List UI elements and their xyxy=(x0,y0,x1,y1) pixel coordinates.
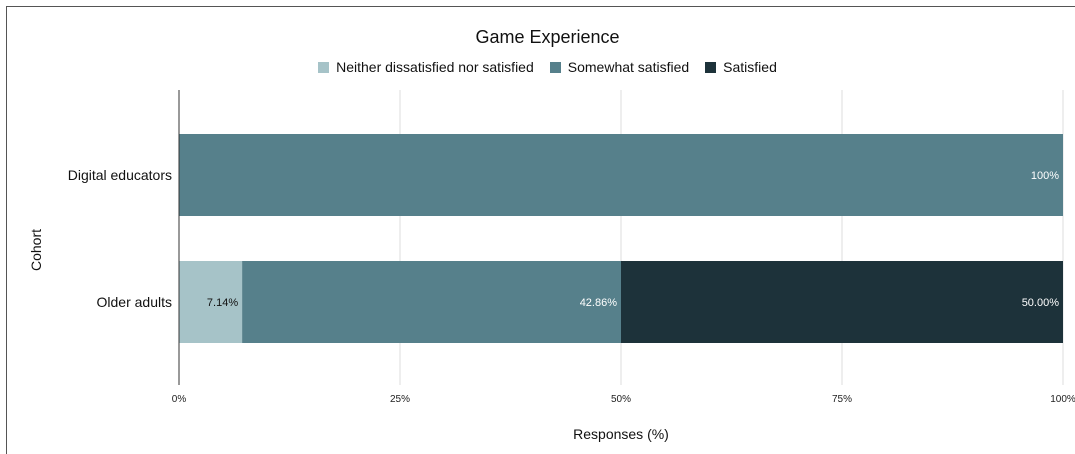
legend-label-somewhat-satisfied: Somewhat satisfied xyxy=(567,59,690,75)
category-label: Digital educators xyxy=(68,167,172,183)
data-label: 7.14% xyxy=(207,297,238,309)
x-tick-label: 25% xyxy=(390,394,410,405)
category-label: Older adults xyxy=(97,294,172,310)
bar-segment xyxy=(179,261,243,343)
legend-item-somewhat-satisfied: Somewhat satisfied xyxy=(549,59,690,75)
legend-item-satisfied: Satisfied xyxy=(705,59,777,75)
bar-segment xyxy=(179,134,1063,216)
bar-segment xyxy=(621,261,1063,343)
legend-swatch-satisfied xyxy=(705,61,717,73)
x-tick-label: 100% xyxy=(1050,394,1075,405)
chart-frame xyxy=(6,6,1075,454)
data-label: 50.00% xyxy=(1022,297,1060,309)
legend: Neither dissatisfied nor satisfied Somew… xyxy=(0,59,1075,75)
legend-item-neither: Neither dissatisfied nor satisfied xyxy=(318,59,534,75)
bar-segment xyxy=(242,261,621,343)
x-tick-label: 50% xyxy=(611,394,631,405)
legend-label-satisfied: Satisfied xyxy=(723,59,777,75)
x-axis-title: Responses (%) xyxy=(573,426,669,442)
legend-swatch-neither xyxy=(318,61,330,73)
data-label: 100% xyxy=(1031,170,1059,182)
legend-label-neither: Neither dissatisfied nor satisfied xyxy=(336,59,534,75)
data-label: 42.86% xyxy=(580,297,618,309)
legend-swatch-somewhat-satisfied xyxy=(549,61,561,73)
x-tick-label: 0% xyxy=(172,394,187,405)
chart-title: Game Experience xyxy=(475,27,620,47)
x-tick-label: 75% xyxy=(832,394,852,405)
